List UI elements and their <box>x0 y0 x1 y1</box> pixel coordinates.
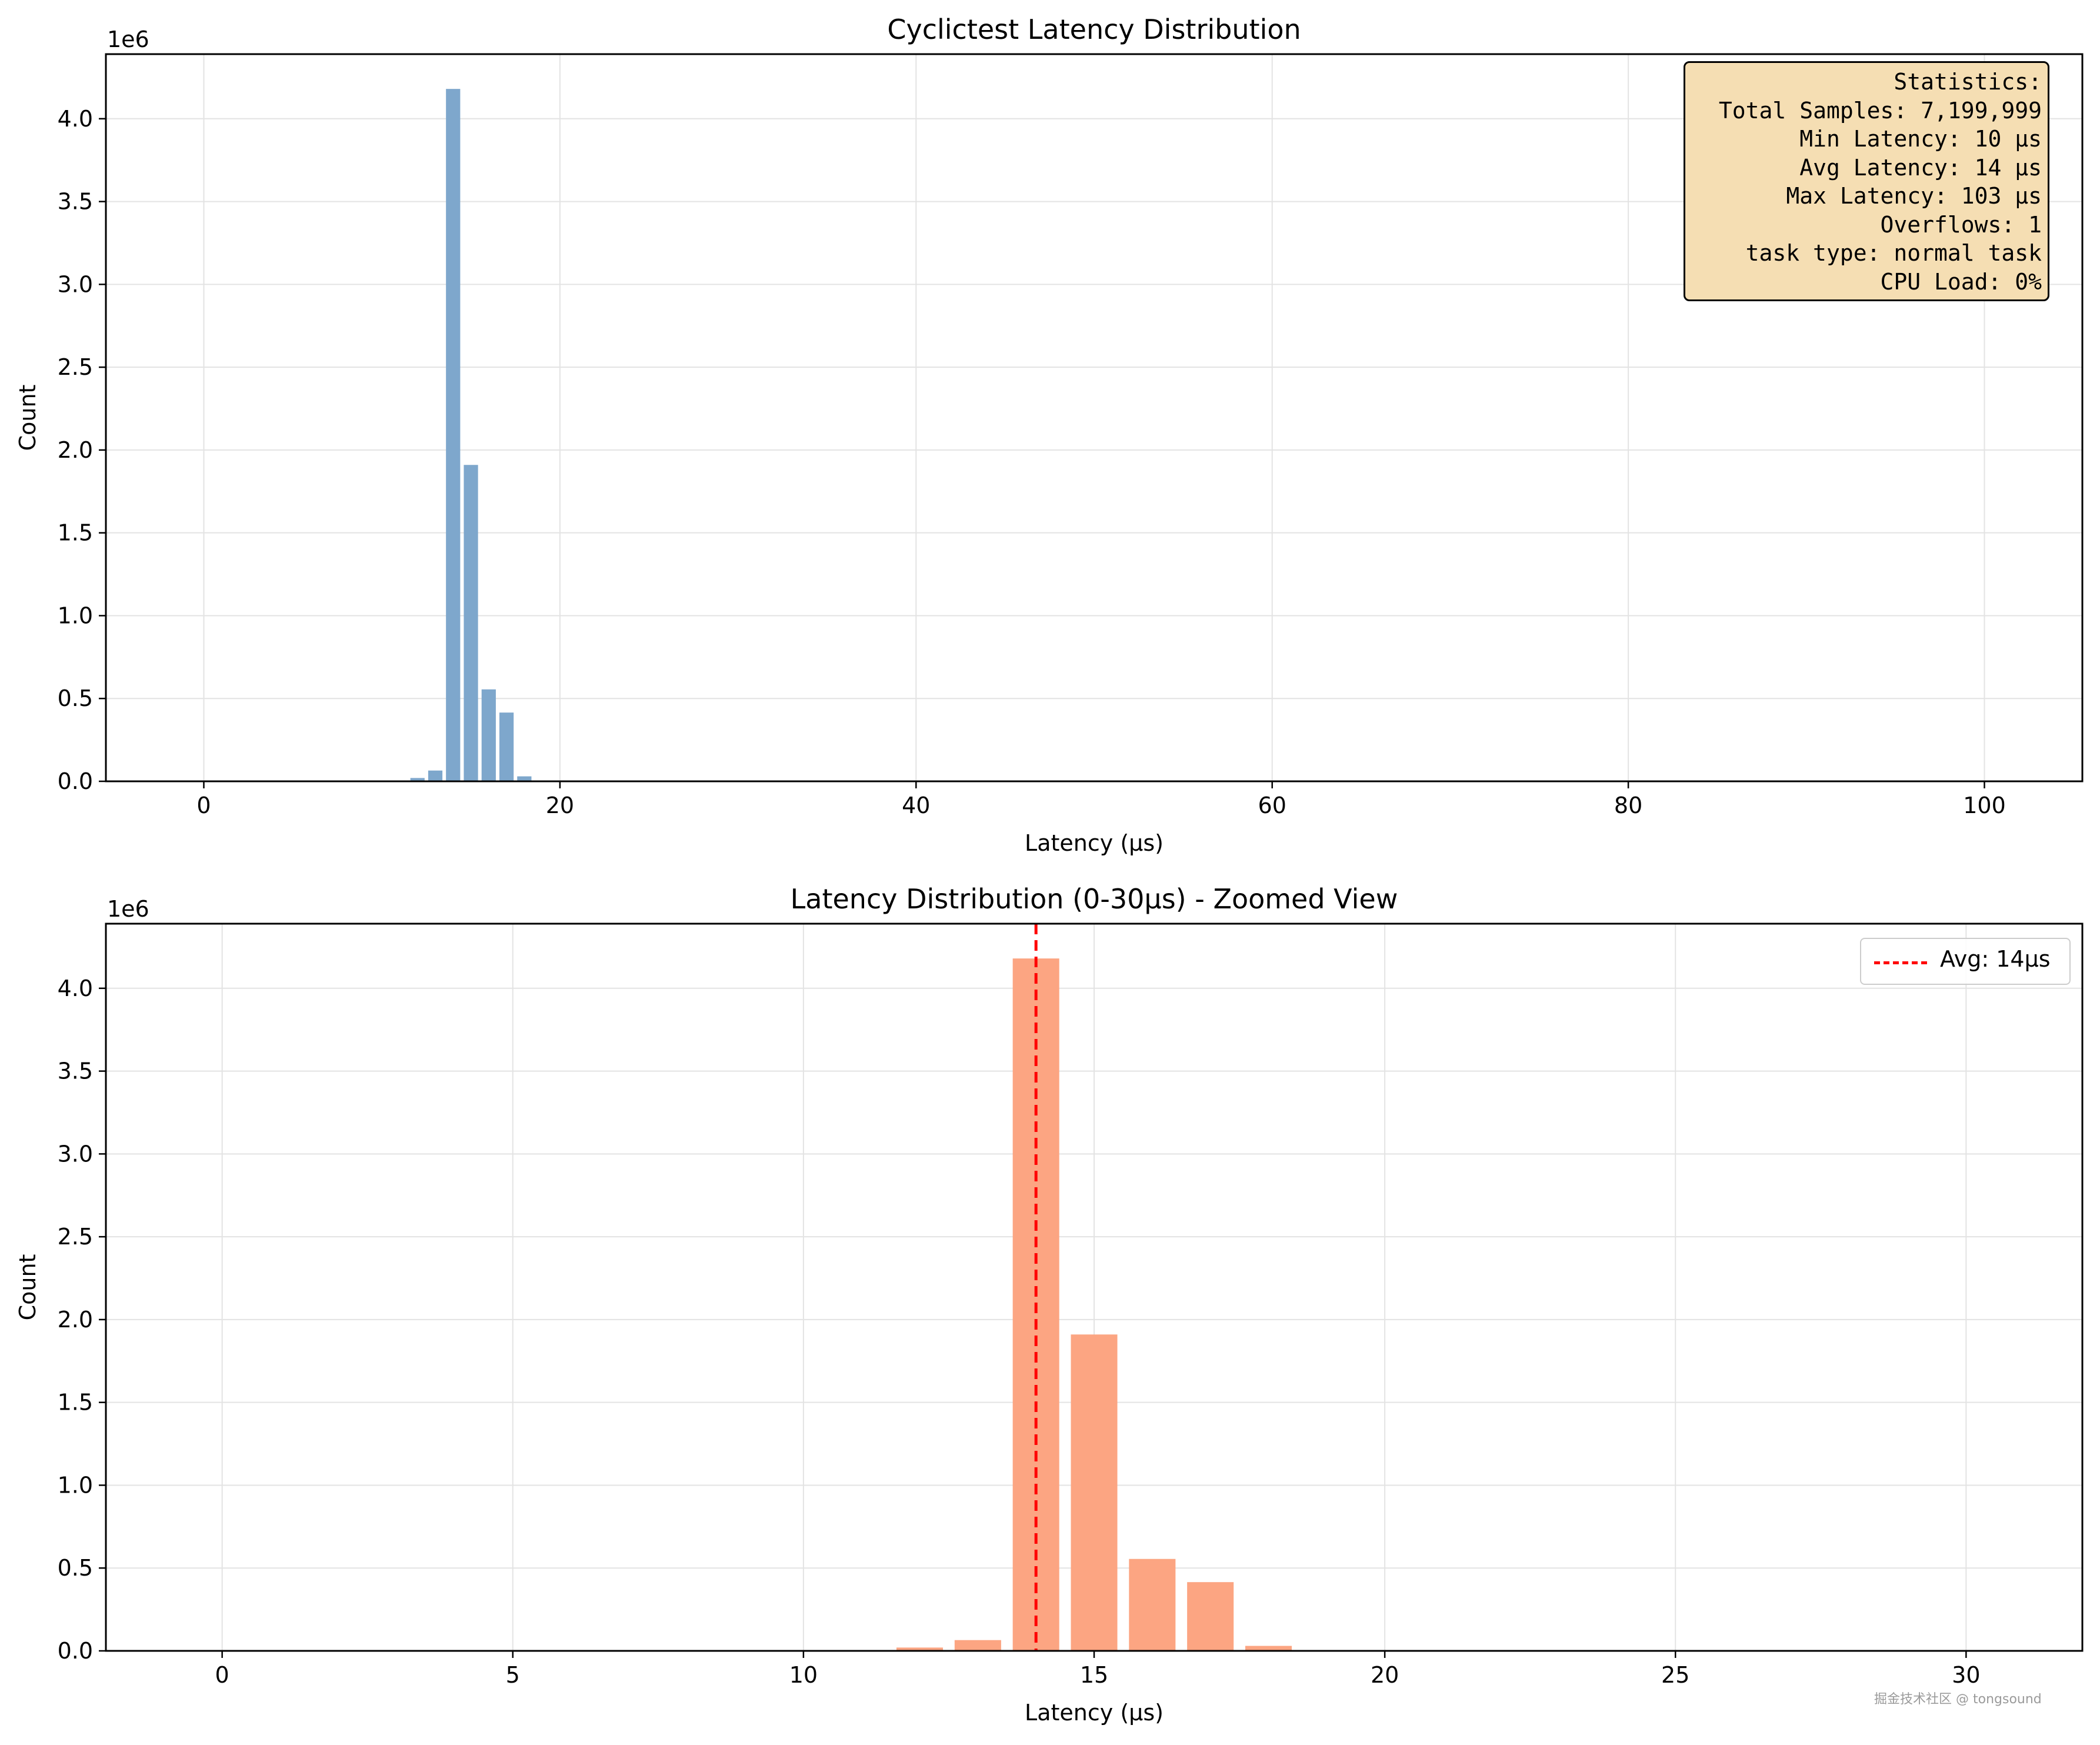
stats-line-0: Statistics: <box>1894 69 2042 95</box>
y-tick-label: 4.0 <box>58 975 93 1001</box>
watermark: 掘金技术社区 @ tongsound <box>1874 1692 2042 1707</box>
stats-line-4: Max Latency: 103 µs <box>1786 183 2042 209</box>
bar <box>499 712 514 781</box>
y-tick-label: 0.5 <box>58 1555 93 1581</box>
legend: Avg: 14µs <box>1860 938 2071 985</box>
stats-line-6: task type: normal task <box>1745 240 2042 266</box>
y-axis-label: Count <box>15 1254 41 1321</box>
bar <box>1071 1334 1118 1651</box>
x-axis-label: Latency (µs) <box>1025 1700 1164 1726</box>
y-tick-label: 2.0 <box>58 1307 93 1333</box>
stats-line-7: CPU Load: 0% <box>1880 268 2042 295</box>
x-tick-label: 5 <box>506 1662 520 1688</box>
stats-line-1: Total Samples: 7,199,999 <box>1718 97 2042 124</box>
y-tick-label: 0.5 <box>58 685 93 711</box>
bar <box>446 89 461 782</box>
y-tick-label: 1.5 <box>58 1390 93 1416</box>
y-tick-label: 2.5 <box>58 354 93 380</box>
legend-avg-swatch <box>1874 961 1927 964</box>
chart-title: Cyclictest Latency Distribution <box>887 14 1301 45</box>
x-tick-label: 0 <box>215 1662 229 1688</box>
statistics-box: Statistics: Total Samples: 7,199,999 Min… <box>1684 61 2049 301</box>
y-tick-label: 3.0 <box>58 1141 93 1167</box>
x-tick-label: 100 <box>1963 792 2006 818</box>
bar <box>517 776 532 781</box>
chart-title: Latency Distribution (0-30µs) - Zoomed V… <box>791 883 1398 915</box>
bar <box>896 1647 944 1651</box>
x-tick-label: 30 <box>1952 1662 1980 1688</box>
bar <box>1187 1582 1234 1651</box>
x-tick-label: 0 <box>196 792 211 818</box>
bar <box>1129 1558 1176 1651</box>
y-tick-label: 4.0 <box>58 106 93 132</box>
x-tick-label: 40 <box>902 792 930 818</box>
y-tick-label: 1.0 <box>58 602 93 628</box>
x-tick-label: 20 <box>1371 1662 1399 1688</box>
bar <box>464 465 478 781</box>
legend-avg-label: Avg: 14µs <box>1940 946 2051 972</box>
x-tick-label: 60 <box>1258 792 1286 818</box>
x-tick-label: 80 <box>1614 792 1642 818</box>
y-tick-label: 0.0 <box>58 768 93 794</box>
y-tick-label: 1.0 <box>58 1472 93 1498</box>
y-tick-label: 1.5 <box>58 520 93 546</box>
stats-line-2: Min Latency: 10 µs <box>1799 126 2042 152</box>
y-tick-label: 3.5 <box>58 1058 93 1084</box>
x-tick-label: 15 <box>1080 1662 1108 1688</box>
bar <box>954 1640 1001 1651</box>
stats-line-5: Overflows: 1 <box>1880 211 2042 238</box>
y-tick-label: 2.5 <box>58 1224 93 1250</box>
y-axis-label: Count <box>15 385 41 451</box>
x-tick-label: 10 <box>789 1662 818 1688</box>
axes-frame <box>105 53 2084 782</box>
bar <box>1245 1646 1292 1651</box>
bar <box>481 689 496 781</box>
y-offset-label: 1e6 <box>107 26 149 52</box>
x-tick-label: 25 <box>1661 1662 1689 1688</box>
stats-line-3: Avg Latency: 14 µs <box>1799 154 2042 181</box>
x-tick-label: 20 <box>546 792 574 818</box>
y-offset-label: 1e6 <box>107 896 149 922</box>
y-tick-label: 3.0 <box>58 271 93 297</box>
bar <box>410 778 425 781</box>
y-tick-label: 3.5 <box>58 189 93 215</box>
bar <box>428 770 443 781</box>
chart-panel-1 <box>99 923 2084 1658</box>
y-tick-label: 0.0 <box>58 1638 93 1664</box>
x-axis-label: Latency (µs) <box>1025 830 1164 856</box>
y-tick-label: 2.0 <box>58 437 93 463</box>
